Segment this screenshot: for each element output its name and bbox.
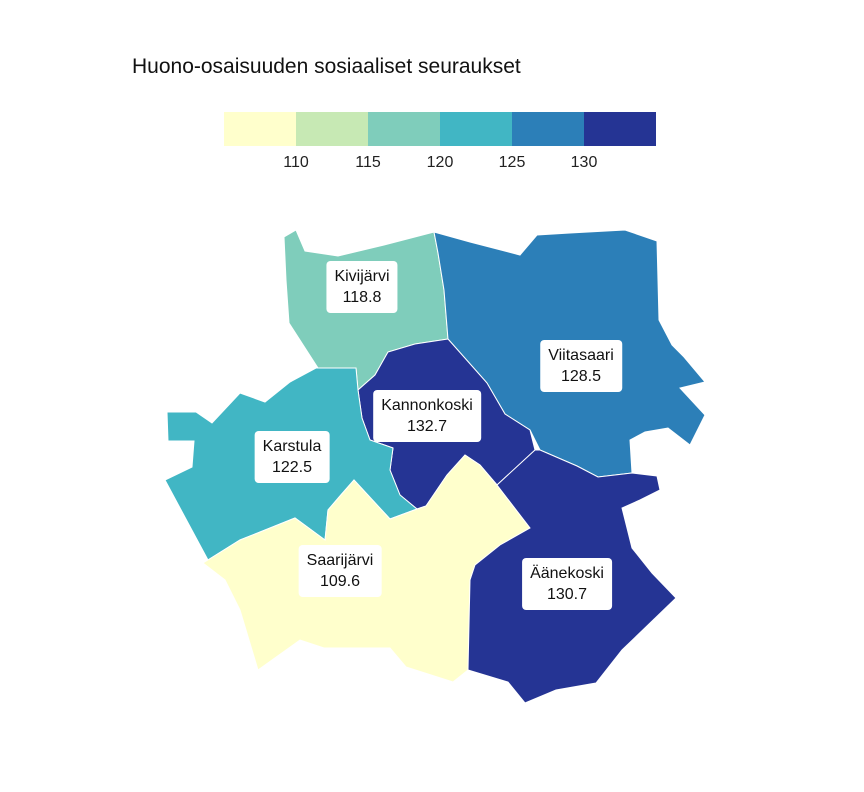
region-label-kivijarvi: Kivijärvi 118.8	[326, 261, 398, 313]
legend-tick-label: 125	[498, 154, 526, 171]
legend-tick-label: 115	[355, 154, 381, 171]
legend-tick-label: 110	[283, 154, 309, 171]
legend-swatch-4	[440, 112, 512, 146]
region-label-karstula: Karstula 122.5	[254, 431, 330, 483]
region-value: 118.8	[342, 289, 382, 306]
legend-swatch-2	[296, 112, 368, 146]
region-label-kannonkoski: Kannonkoski 132.7	[373, 390, 481, 442]
region-value: 122.5	[271, 459, 313, 476]
map-title: Huono-osaisuuden sosiaaliset seuraukset	[132, 55, 521, 78]
legend-tick-label: 130	[570, 154, 598, 171]
legend-swatch-3	[368, 112, 440, 146]
region-name: Äänekoski	[530, 565, 604, 582]
region-name: Viitasaari	[548, 347, 614, 364]
region-label-saarijarvi: Saarijärvi 109.6	[298, 545, 382, 597]
region-value: 132.7	[406, 418, 448, 435]
region-value: 128.5	[560, 368, 602, 385]
legend-swatch-6	[584, 112, 656, 146]
region-value: 109.6	[319, 573, 361, 590]
region-label-viitasaari: Viitasaari 128.5	[540, 340, 622, 392]
region-name: Karstula	[262, 438, 322, 455]
legend-swatch-1	[224, 112, 296, 146]
legend-tick-label: 120	[426, 154, 454, 171]
region-name: Saarijärvi	[306, 552, 374, 569]
region-value: 130.7	[546, 586, 588, 603]
region-name: Kivijärvi	[334, 268, 390, 285]
legend-swatch-5	[512, 112, 584, 146]
region-name: Kannonkoski	[381, 397, 473, 414]
region-label-aanekoski: Äänekoski 130.7	[522, 558, 612, 610]
